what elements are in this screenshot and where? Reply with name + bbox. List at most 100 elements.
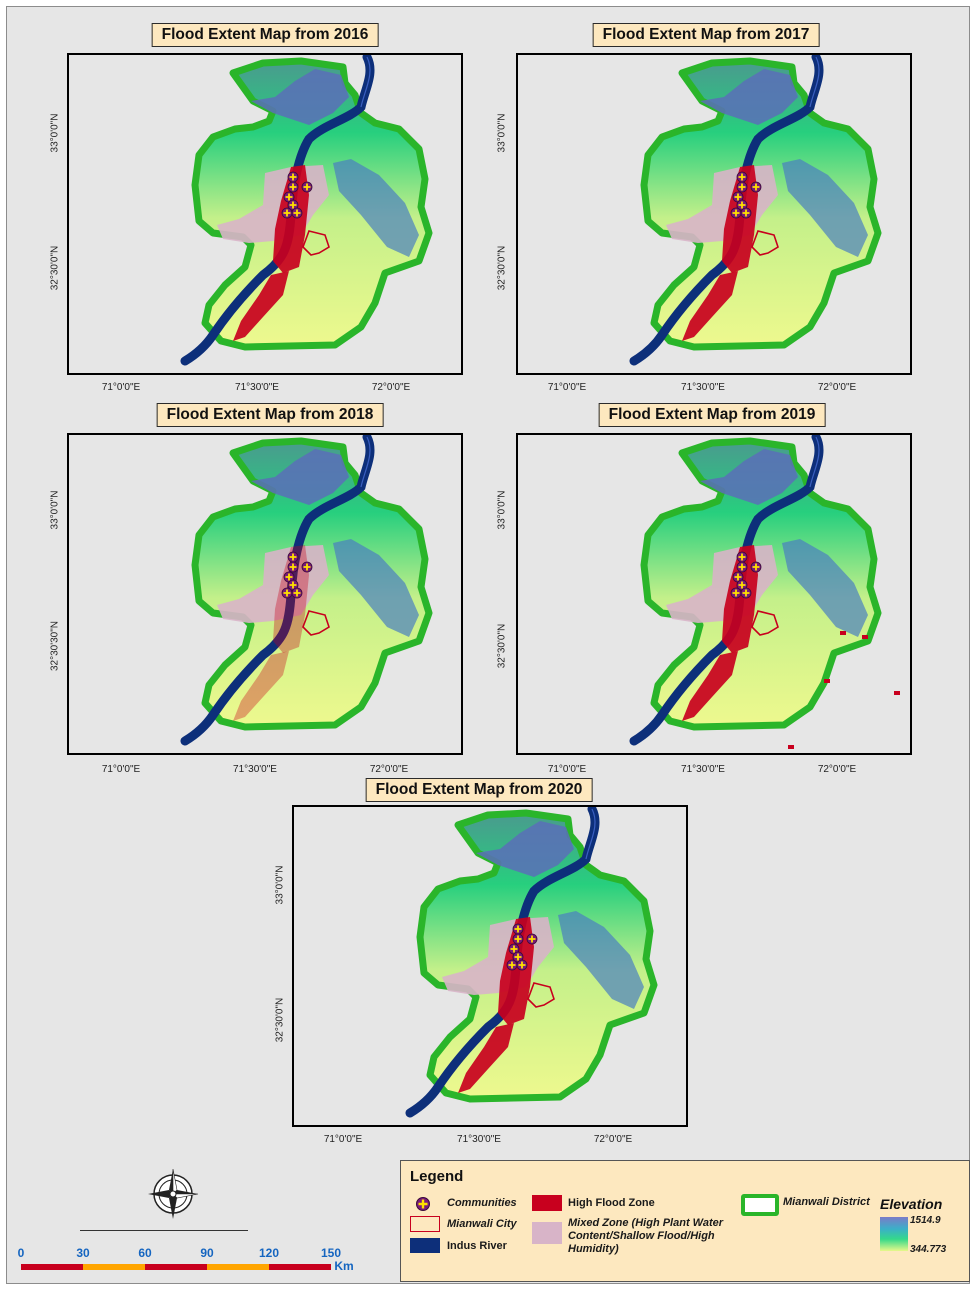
community-marker: [750, 561, 762, 573]
y-tick-label: 32°30'0"N: [496, 245, 508, 291]
legend-elevation-title: Elevation: [880, 1196, 943, 1212]
legend: Legend Communities Mianwali City Indus R…: [400, 1160, 970, 1282]
x-tick-label: 71°30'0"E: [457, 1134, 501, 1145]
x-tick-label: 72°0'0"E: [817, 764, 857, 775]
community-marker: [512, 951, 524, 963]
y-tick-label: 32°30'0"N: [49, 245, 61, 291]
flood-map-2016: [180, 55, 433, 366]
flood-patch: [840, 631, 846, 635]
scale-label: 150: [320, 1246, 342, 1260]
x-tick-label: 72°0'0"E: [371, 382, 411, 393]
elevation-ridge: [333, 159, 419, 257]
community-marker: [736, 171, 748, 183]
community-marker: [732, 191, 744, 203]
scale-label: 120: [258, 1246, 280, 1260]
mianwali-city-outline: [302, 610, 330, 636]
map-title: Flood Extent Map from 2018: [156, 403, 384, 427]
community-marker: [287, 181, 299, 193]
elevation-ridge: [558, 911, 644, 1009]
map-frame: [516, 433, 912, 755]
community-marker: [736, 561, 748, 573]
community-marker: [512, 923, 524, 935]
high-flood-zone: [498, 917, 534, 1025]
high-flood-zone: [273, 545, 309, 653]
scale-segment: [269, 1264, 331, 1270]
community-marker: [516, 959, 528, 971]
legend-elev-min: 344.773: [910, 1244, 947, 1255]
scale-segment: [83, 1264, 145, 1270]
legend-mianwali-city-label: Mianwali City: [447, 1218, 517, 1230]
y-tick-label: 32°30'30"N: [49, 620, 61, 672]
y-tick-label: 33°0'0"N: [274, 865, 286, 905]
legend-elev-max: 1514.9: [910, 1215, 941, 1226]
community-marker: [283, 571, 295, 583]
map-frame: [67, 53, 463, 375]
mianwali-district-swatch: [741, 1194, 779, 1216]
community-marker: [740, 587, 752, 599]
community-marker: [750, 181, 762, 193]
community-marker: [287, 199, 299, 211]
mixed-zone-swatch: [532, 1222, 562, 1244]
community-marker: [287, 561, 299, 573]
x-tick-label: 71°0'0"E: [101, 764, 141, 775]
river-upstream: [809, 56, 820, 108]
community-marker: [281, 207, 293, 219]
community-marker: [740, 207, 752, 219]
elevation-ridge: [700, 69, 798, 125]
community-marker: [281, 587, 293, 599]
flood-map-2019: [629, 435, 900, 749]
scale-label: 30: [76, 1246, 90, 1260]
x-tick-label: 71°30'0"E: [681, 382, 725, 393]
community-marker: [730, 207, 742, 219]
x-tick-label: 71°0'0"E: [547, 382, 587, 393]
indus-river-swatch: [410, 1238, 440, 1253]
community-marker: [512, 933, 524, 945]
mianwali-city-outline: [527, 982, 555, 1008]
legend-mixed-zone-label: Mixed Zone (High Plant Water Content/Sha…: [568, 1217, 724, 1255]
legend-title: Legend: [410, 1168, 464, 1185]
flood-patch: [824, 679, 830, 683]
x-tick-label: 71°0'0"E: [323, 1134, 363, 1145]
scale-segment: [145, 1264, 207, 1270]
community-marker: [736, 181, 748, 193]
high-flood-zone: [722, 165, 758, 273]
community-marker: [506, 959, 518, 971]
community-marker: [301, 181, 313, 193]
flood-map-2020: [405, 807, 658, 1118]
elevation-ridge: [333, 539, 419, 637]
community-marker: [287, 551, 299, 563]
high-flood-zone: [682, 271, 738, 341]
flood-map-2018: [180, 435, 433, 746]
map-frame: [292, 805, 688, 1127]
river-upstream: [360, 436, 371, 488]
flood-patch: [862, 635, 868, 639]
map-frame: [516, 53, 912, 375]
community-marker: [736, 551, 748, 563]
community-marker: [291, 207, 303, 219]
x-tick-label: 72°0'0"E: [369, 764, 409, 775]
y-tick-label: 33°0'0"N: [49, 113, 61, 153]
high-flood-zone: [682, 651, 738, 721]
y-tick-label: 33°0'0"N: [496, 490, 508, 530]
compass-divider: [80, 1230, 248, 1231]
river-upstream: [585, 808, 596, 860]
x-tick-label: 72°0'0"E: [817, 382, 857, 393]
mianwali-city-outline: [751, 610, 779, 636]
map-title: Flood Extent Map from 2016: [151, 23, 379, 47]
scale-label: 60: [138, 1246, 152, 1260]
legend-district-label: Mianwali District: [783, 1196, 870, 1208]
map-title: Flood Extent Map from 2020: [365, 778, 593, 802]
x-tick-label: 71°0'0"E: [547, 764, 587, 775]
y-tick-label: 32°30'0"N: [496, 623, 508, 669]
scale-segment: [21, 1264, 83, 1270]
y-tick-label: 33°0'0"N: [49, 490, 61, 530]
elevation-ridge: [251, 449, 349, 505]
community-marker: [526, 933, 538, 945]
elevation-ridge: [782, 159, 868, 257]
high-flood-zone: [722, 545, 758, 653]
x-tick-label: 71°30'0"E: [235, 382, 279, 393]
mianwali-city-swatch: [410, 1216, 440, 1232]
elevation-ridge: [251, 69, 349, 125]
high-flood-zone: [273, 165, 309, 273]
river-upstream: [360, 56, 371, 108]
